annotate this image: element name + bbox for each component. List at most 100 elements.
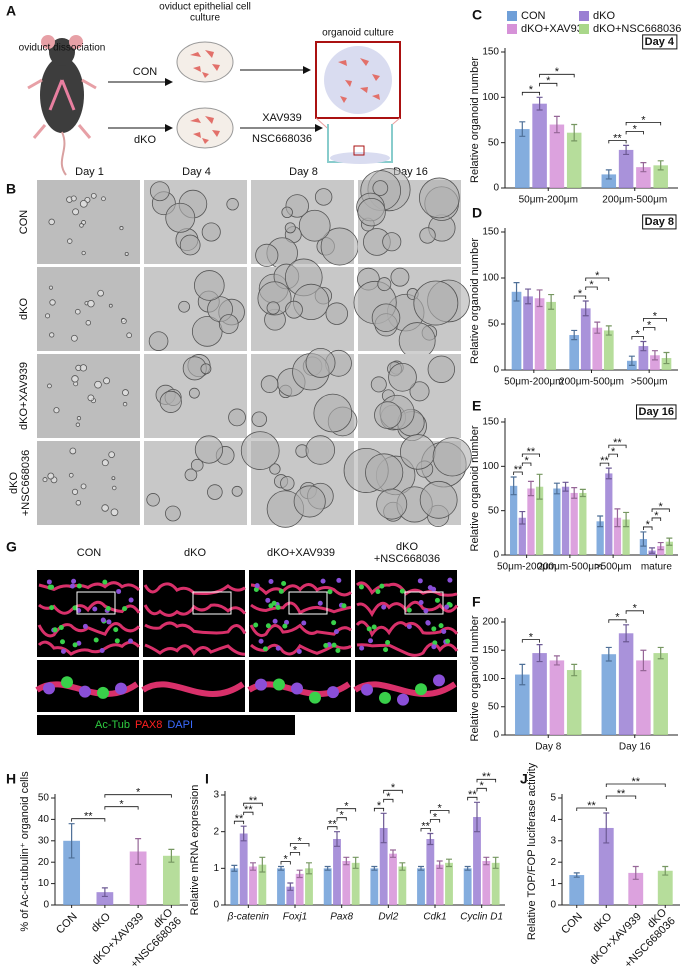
micrograph bbox=[144, 267, 247, 351]
y-tick-label: 0 bbox=[213, 900, 219, 911]
error-bar bbox=[623, 144, 630, 156]
organoid bbox=[101, 459, 109, 467]
significance-label: * bbox=[653, 310, 658, 322]
organoid bbox=[207, 484, 223, 500]
column-header: dKO bbox=[184, 547, 206, 559]
cell bbox=[327, 589, 333, 595]
error-bar bbox=[334, 831, 340, 847]
bar bbox=[638, 346, 649, 370]
significance-label: ** bbox=[514, 464, 523, 476]
organoid bbox=[266, 301, 280, 315]
organoid bbox=[400, 434, 436, 470]
organoid bbox=[194, 435, 224, 464]
micrograph bbox=[37, 354, 140, 438]
error-bar bbox=[632, 865, 639, 880]
significance-label: ** bbox=[587, 800, 596, 812]
organoid bbox=[42, 477, 48, 483]
significance-bracket bbox=[576, 807, 607, 811]
error-bar bbox=[399, 862, 406, 871]
organoid bbox=[108, 451, 115, 458]
y-axis-label: Relative organoid number bbox=[469, 615, 481, 741]
label: XAV939 bbox=[262, 112, 302, 124]
y-tick-label: 40 bbox=[38, 814, 50, 825]
cell bbox=[333, 629, 339, 635]
cell bbox=[415, 683, 427, 696]
legend-label: CON bbox=[521, 10, 546, 22]
significance-label: * bbox=[659, 501, 664, 513]
significance-bracket bbox=[625, 130, 644, 135]
y-tick-label: 150 bbox=[482, 645, 499, 656]
cell bbox=[255, 678, 267, 691]
bar bbox=[566, 670, 582, 735]
bar bbox=[580, 308, 591, 370]
cell bbox=[368, 638, 374, 644]
organoid bbox=[101, 504, 109, 512]
if-image bbox=[35, 570, 141, 712]
significance-bracket bbox=[327, 826, 338, 830]
micrograph bbox=[144, 354, 247, 438]
organoid bbox=[119, 226, 124, 231]
significance-bracket bbox=[521, 453, 540, 457]
tissue bbox=[250, 601, 352, 615]
organoid bbox=[398, 322, 436, 360]
stain-label: DAPI bbox=[167, 719, 193, 731]
significance-label: * bbox=[433, 811, 438, 823]
legend-label: dKO+NSC668036 bbox=[593, 23, 681, 35]
organoid bbox=[79, 199, 88, 208]
panel-letter: C bbox=[472, 7, 482, 23]
zoom-box bbox=[76, 591, 116, 615]
bar bbox=[618, 149, 634, 188]
bar bbox=[570, 492, 578, 555]
organoid bbox=[85, 320, 92, 326]
significance-bracket bbox=[476, 787, 487, 792]
organoid bbox=[226, 198, 239, 211]
significance-label: * bbox=[555, 66, 560, 78]
significance-bracket bbox=[104, 794, 172, 798]
organoid bbox=[94, 380, 102, 389]
significance-label: * bbox=[298, 835, 303, 847]
significance-label: * bbox=[635, 328, 640, 340]
bar bbox=[426, 839, 435, 905]
organoid bbox=[427, 355, 456, 383]
y-tick-label: 100 bbox=[482, 673, 499, 684]
micrograph bbox=[356, 168, 461, 264]
x-tick-label: 200μm-500μm bbox=[559, 377, 624, 388]
organoid bbox=[260, 375, 279, 393]
error-bar bbox=[562, 481, 569, 492]
stain-label: PAX8 bbox=[135, 719, 162, 731]
legend-swatch bbox=[507, 24, 517, 34]
error-bar bbox=[296, 869, 303, 879]
organoid bbox=[413, 280, 459, 326]
x-tick-label: 50μm-200μm bbox=[519, 195, 578, 206]
significance-bracket bbox=[539, 82, 558, 87]
error-bar bbox=[640, 531, 647, 547]
error-bar bbox=[240, 825, 247, 842]
bar bbox=[445, 862, 453, 905]
cell bbox=[79, 685, 91, 698]
significance-label: * bbox=[284, 853, 289, 865]
y-tick-label: 50 bbox=[488, 701, 500, 712]
micrograph-bg bbox=[37, 267, 140, 351]
error-bar bbox=[623, 511, 630, 528]
organoid bbox=[382, 232, 402, 252]
error-bar bbox=[582, 300, 589, 317]
cell bbox=[275, 604, 281, 610]
stain-label: Ac-Tub bbox=[95, 719, 130, 731]
day-tag: Day 16 bbox=[639, 406, 674, 418]
bar bbox=[569, 335, 580, 370]
cell bbox=[114, 638, 120, 644]
tissue bbox=[356, 600, 459, 618]
error-bar bbox=[571, 487, 578, 499]
organoid bbox=[71, 334, 78, 342]
column-header: dKO+XAV939 bbox=[267, 547, 335, 559]
error-bar bbox=[231, 864, 238, 872]
column-header: dKO +NSC668036 bbox=[374, 541, 440, 565]
error-bar bbox=[597, 515, 604, 528]
organoid bbox=[71, 488, 79, 495]
cell bbox=[253, 622, 259, 628]
organoid bbox=[75, 422, 81, 427]
organoid bbox=[75, 500, 82, 506]
bar bbox=[482, 861, 491, 905]
x-tick-label: 200μm-500μm bbox=[537, 562, 602, 573]
cell bbox=[317, 600, 323, 606]
